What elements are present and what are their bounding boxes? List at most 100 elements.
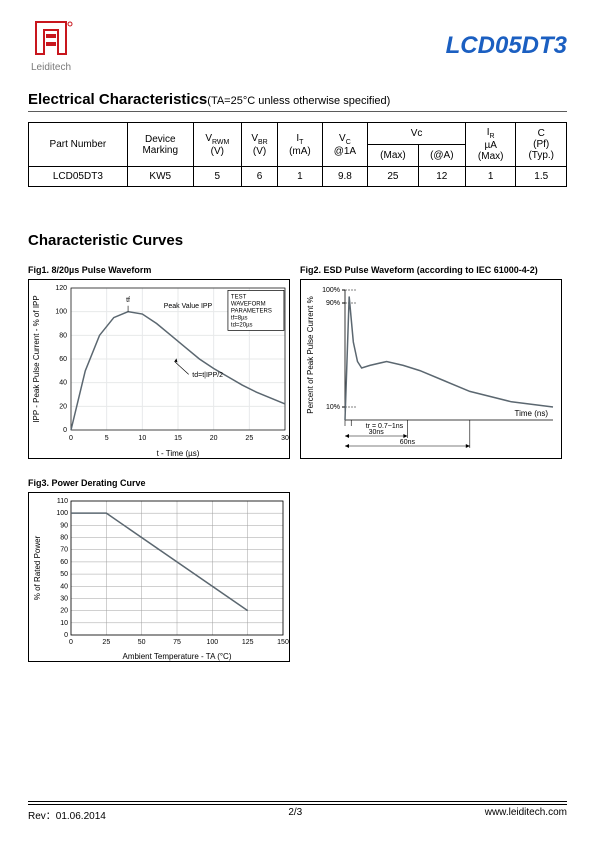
svg-text:100: 100 <box>206 639 218 646</box>
svg-text:30: 30 <box>281 435 289 442</box>
svg-text:20: 20 <box>60 608 68 615</box>
col-vrwm: VRWM(V) <box>193 123 241 167</box>
svg-text:TEST: TEST <box>231 294 247 300</box>
fig3-container: Fig3. Power Derating Curve 0255075100125… <box>28 478 567 667</box>
svg-text:120: 120 <box>55 285 67 292</box>
table-row: LCD05DT3 KW5 5 6 1 9.8 25 12 1 1.5 <box>29 167 567 187</box>
svg-text:20: 20 <box>210 435 218 442</box>
col-vbr: VBR(V) <box>241 123 277 167</box>
col-vc: Vc <box>368 123 466 145</box>
fig1-label: Fig1. 8/20µs Pulse Waveform <box>28 265 290 275</box>
svg-text:% of Rated Power: % of Rated Power <box>33 535 42 600</box>
svg-text:10: 10 <box>60 620 68 627</box>
cell: KW5 <box>127 167 193 187</box>
svg-text:Time (ns): Time (ns) <box>515 409 549 418</box>
cell: 1 <box>465 167 515 187</box>
svg-text:15: 15 <box>174 435 182 442</box>
col-marking: DeviceMarking <box>127 123 193 167</box>
col-part: Part Number <box>29 123 128 167</box>
header: Leiditech LCD05DT3 <box>28 20 567 73</box>
svg-text:150: 150 <box>277 639 289 646</box>
svg-text:100: 100 <box>56 510 68 517</box>
svg-text:70: 70 <box>60 547 68 554</box>
svg-text:0: 0 <box>69 639 73 646</box>
svg-text:td=t|IPP/2: td=t|IPP/2 <box>192 372 223 379</box>
svg-text:30: 30 <box>60 595 68 602</box>
divider <box>28 111 567 112</box>
fig2-container: Fig2. ESD Pulse Waveform (according to I… <box>300 265 562 464</box>
col-vc-a: (@A) <box>418 145 465 167</box>
fig1-chart: 0 5 10 15 20 25 30 0 20 40 60 80 100 120 tf Peak Value … <box>28 279 290 459</box>
logo: Leiditech <box>28 20 74 73</box>
table-header-row: Part Number DeviceMarking VRWM(V) VBR(V)… <box>29 123 567 145</box>
logo-icon <box>28 20 74 60</box>
svg-text:Ambient Temperature - TA (°C): Ambient Temperature - TA (°C) <box>122 652 231 661</box>
svg-text:0: 0 <box>69 435 73 442</box>
svg-text:0: 0 <box>63 427 67 434</box>
svg-text:90: 90 <box>60 522 68 529</box>
col-c: C(Pf)(Typ.) <box>516 123 567 167</box>
svg-text:25: 25 <box>102 639 110 646</box>
svg-text:20: 20 <box>59 403 67 410</box>
cell: 6 <box>241 167 277 187</box>
svg-text:100%: 100% <box>322 287 340 294</box>
svg-text:100: 100 <box>55 309 67 316</box>
svg-text:PARAMETERS: PARAMETERS <box>231 308 272 314</box>
svg-text:125: 125 <box>242 639 254 646</box>
fig2-label: Fig2. ESD Pulse Waveform (according to I… <box>300 265 562 275</box>
elec-section: Electrical Characteristics(TA=25°C unles… <box>28 91 567 187</box>
svg-text:0: 0 <box>64 632 68 639</box>
svg-text:60ns: 60ns <box>400 439 416 446</box>
col-vc1a: VC@1A <box>322 123 368 167</box>
svg-text:50: 50 <box>138 639 146 646</box>
part-number-title: LCD05DT3 <box>446 32 567 60</box>
svg-text:80: 80 <box>60 535 68 542</box>
svg-text:60: 60 <box>59 356 67 363</box>
col-ir: IRµA(Max) <box>465 123 515 167</box>
svg-text:10: 10 <box>138 435 146 442</box>
elec-table: Part Number DeviceMarking VRWM(V) VBR(V)… <box>28 122 567 187</box>
col-vc-max: (Max) <box>368 145 418 167</box>
svg-text:30ns: 30ns <box>369 429 385 436</box>
brand-text: Leiditech <box>31 62 71 73</box>
svg-text:40: 40 <box>59 380 67 387</box>
svg-text:40: 40 <box>60 583 68 590</box>
svg-text:tf=8µs: tf=8µs <box>231 315 248 321</box>
svg-text:75: 75 <box>173 639 181 646</box>
cell: LCD05DT3 <box>29 167 128 187</box>
svg-text:tf: tf <box>126 297 130 304</box>
svg-text:Percent of Peak Pulse Current: Percent of Peak Pulse Current % <box>306 296 315 413</box>
svg-text:IPP - Peak Pulse Current - % o: IPP - Peak Pulse Current - % of IPP <box>32 295 41 422</box>
cell: 5 <box>193 167 241 187</box>
fig-row-1: Fig1. 8/20µs Pulse Waveform 0 5 10 15 20 25 30… <box>28 265 567 464</box>
elec-title: Electrical Characteristics <box>28 91 207 108</box>
svg-text:60: 60 <box>60 559 68 566</box>
cell: 1.5 <box>516 167 567 187</box>
footer-rev: Rev：01.06.2014 <box>28 807 106 822</box>
svg-text:Peak Value IPP: Peak Value IPP <box>164 303 213 310</box>
svg-text:90%: 90% <box>326 300 340 307</box>
svg-text:110: 110 <box>57 498 68 505</box>
fig3-label: Fig3. Power Derating Curve <box>28 478 567 488</box>
svg-text:WAVEFORM: WAVEFORM <box>231 301 266 307</box>
svg-text:50: 50 <box>60 571 68 578</box>
fig3-chart: 0 25 50 75 100 125 150 0 10 20 30 40 50 60 70 80 90 100 11… <box>28 492 290 662</box>
elec-subtitle: (TA=25°C unless otherwise specified) <box>207 95 390 107</box>
cell: 9.8 <box>322 167 368 187</box>
cell: 25 <box>368 167 418 187</box>
svg-text:5: 5 <box>105 435 109 442</box>
footer: Rev：01.06.2014 2/3 www.leiditech.com <box>28 801 567 822</box>
cell: 1 <box>278 167 322 187</box>
footer-page: 2/3 <box>288 807 302 822</box>
svg-text:10%: 10% <box>326 404 340 411</box>
svg-text:td=20µs: td=20µs <box>231 322 253 328</box>
svg-text:80: 80 <box>59 332 67 339</box>
fig1-container: Fig1. 8/20µs Pulse Waveform 0 5 10 15 20 25 30… <box>28 265 290 464</box>
curves-title: Characteristic Curves <box>28 232 567 249</box>
svg-text:25: 25 <box>245 435 253 442</box>
col-it: IT(mA) <box>278 123 322 167</box>
cell: 12 <box>418 167 465 187</box>
footer-url: www.leiditech.com <box>485 807 567 822</box>
svg-text:t - Time (µs): t - Time (µs) <box>157 449 200 458</box>
fig2-chart: 10%90%100%tr = 0.7~1ns30ns60nsTime (ns)P… <box>300 279 562 459</box>
